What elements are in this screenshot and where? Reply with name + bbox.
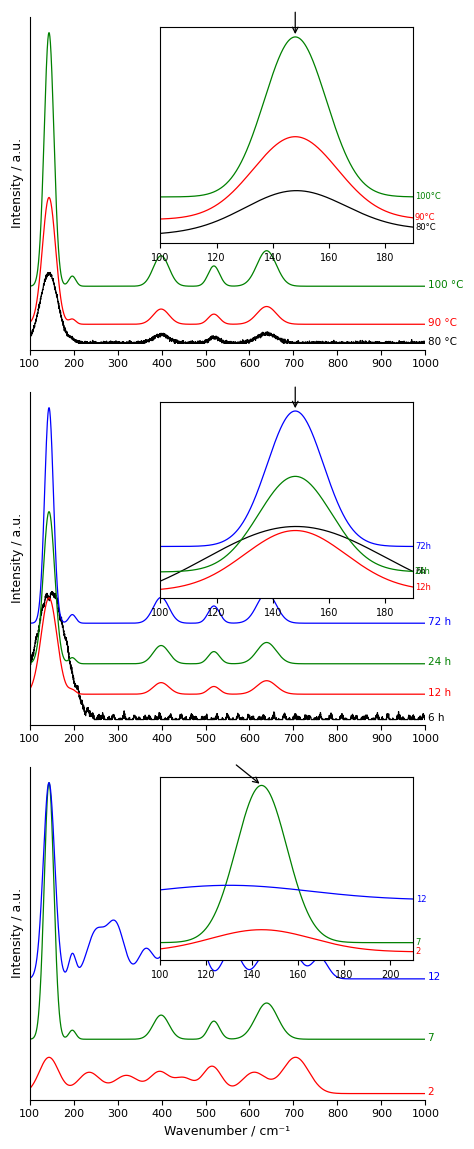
Text: 100 °C: 100 °C bbox=[428, 279, 463, 290]
Y-axis label: Intensity / a.u.: Intensity / a.u. bbox=[11, 888, 24, 979]
X-axis label: Wavenumber / cm⁻¹: Wavenumber / cm⁻¹ bbox=[164, 1125, 291, 1138]
Text: 24 h: 24 h bbox=[428, 657, 451, 668]
Text: 6 h: 6 h bbox=[428, 714, 444, 723]
Text: 7: 7 bbox=[428, 1033, 434, 1043]
Y-axis label: Intensity / a.u.: Intensity / a.u. bbox=[11, 138, 24, 229]
Text: (c): (c) bbox=[395, 777, 413, 792]
Text: 90 °C: 90 °C bbox=[428, 317, 456, 327]
Text: 12: 12 bbox=[428, 972, 441, 982]
Text: 2: 2 bbox=[428, 1087, 434, 1097]
Text: (b): (b) bbox=[394, 402, 413, 416]
Text: (a): (a) bbox=[394, 28, 413, 41]
Text: 72 h: 72 h bbox=[428, 617, 451, 627]
Text: 80 °C: 80 °C bbox=[428, 337, 456, 347]
Y-axis label: Intensity / a.u.: Intensity / a.u. bbox=[11, 514, 24, 603]
Text: 12 h: 12 h bbox=[428, 688, 451, 697]
